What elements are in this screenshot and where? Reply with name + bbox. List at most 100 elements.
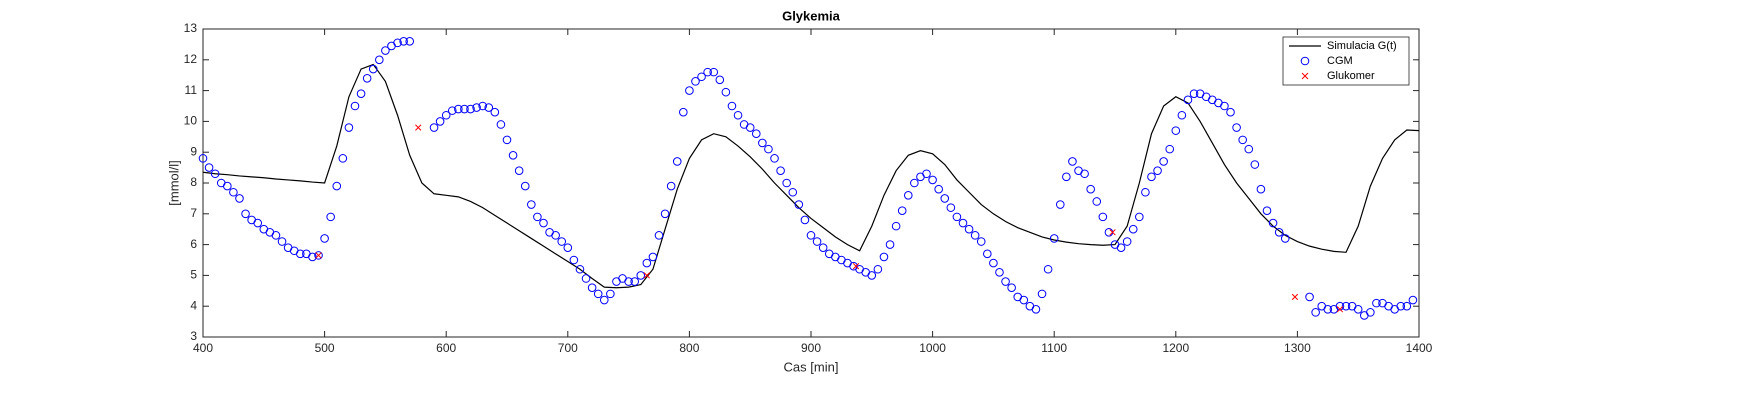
y-tick-label: 5 [190,268,197,282]
cgm-point [1341,301,1351,311]
cgm-point [976,237,986,246]
x-tick-label: 600 [436,341,456,355]
cgm-point [879,252,889,262]
legend-box [1282,36,1410,86]
cgm-point [527,200,536,209]
cgm-point [198,154,208,163]
cgm-point [539,218,548,228]
cgm-point [375,55,384,65]
cgm-point [314,251,323,260]
cgm-point [350,101,360,111]
cgm-point [295,249,305,259]
cgm-point [1250,160,1260,169]
cgm-point [715,75,725,85]
cgm-point [1116,243,1126,252]
cgm-point [648,252,658,262]
cgm-point [344,123,354,132]
cgm-point [660,209,670,219]
cgm-point [1366,308,1375,317]
cgm-point [654,231,664,240]
x-tick-label: 900 [801,341,821,355]
cgm-point [1092,197,1102,206]
cgm-point [1153,166,1162,175]
cgm-point [691,77,700,86]
cgm-point [1220,101,1229,111]
cgm-point [587,283,597,293]
glucometer-point [1291,293,1299,301]
x-tick-label: 1100 [1041,341,1067,355]
cgm-point [697,72,706,82]
cgm-point [1408,295,1418,305]
cgm-point [666,181,676,191]
cgm-point [435,117,445,126]
x-tick-label: 1400 [1406,341,1433,355]
cgm-point [1323,304,1333,314]
cgm-point [1262,206,1272,216]
y-tick-label: 6 [190,237,197,251]
cgm-point [356,89,366,98]
legend-swatch [1301,72,1309,80]
cgm-point [709,67,719,77]
cgm-point [606,289,615,299]
cgm-point [1001,277,1010,286]
cgm-point [1007,283,1016,293]
cgm-point [223,181,232,191]
cgm-point [1141,187,1150,197]
cgm-point [484,103,494,112]
cgm-point [800,215,810,225]
cgm-point [1311,308,1320,317]
cgm-point [320,234,329,243]
cgm-point [1335,301,1345,311]
cgm-point [995,268,1004,277]
cgm-point [867,271,877,280]
cgm-point [569,255,579,265]
cgm-point [1068,157,1077,166]
cgm-point [1128,224,1138,234]
cgm-point [788,187,798,197]
cgm-point [946,203,956,212]
cgm-point [1268,218,1278,228]
cgm-point [910,178,919,188]
cgm-point [624,277,633,286]
legend-label: Glukomer [1327,70,1375,82]
cgm-point [818,243,828,252]
cgm-point [1183,95,1193,105]
cgm-point [745,123,755,132]
cgm-point [721,87,731,97]
cgm-point [636,271,646,280]
cgm-point [557,237,567,246]
x-axis-label: Cas [min] [784,359,839,374]
cgm-point [776,166,785,175]
cgm-point [922,169,931,179]
cgm-point [368,64,378,74]
cgm-point [593,289,603,299]
cgm-point [751,129,761,139]
cgm-point [277,237,287,246]
x-tick-label: 800 [679,341,699,355]
cgm-point [885,240,895,249]
cgm-point [764,144,773,154]
cgm-point [204,163,214,172]
cgm-point [1037,289,1047,299]
cgm-point [782,178,791,188]
cgm-point [490,107,500,117]
glucometer-point [1109,229,1116,236]
cgm-point [381,46,390,55]
cgm-point [1122,237,1132,246]
x-tick-label: 500 [315,341,335,355]
cgm-point [928,175,937,185]
cgm-point [1280,234,1290,243]
cgm-point [581,274,591,283]
cgm-point [1062,172,1071,182]
cgm-point [235,194,244,203]
cgm-point [812,237,822,246]
cgm-point [940,194,950,203]
glucometer-point [1336,306,1344,313]
y-tick-label: 4 [190,298,197,312]
x-tick-label: 1300 [1284,341,1311,355]
cgm-point [1189,89,1199,98]
cgm-point [873,264,883,274]
cgm-point [1305,292,1314,302]
cgm-point [1098,212,1108,222]
cgm-point [447,106,457,115]
